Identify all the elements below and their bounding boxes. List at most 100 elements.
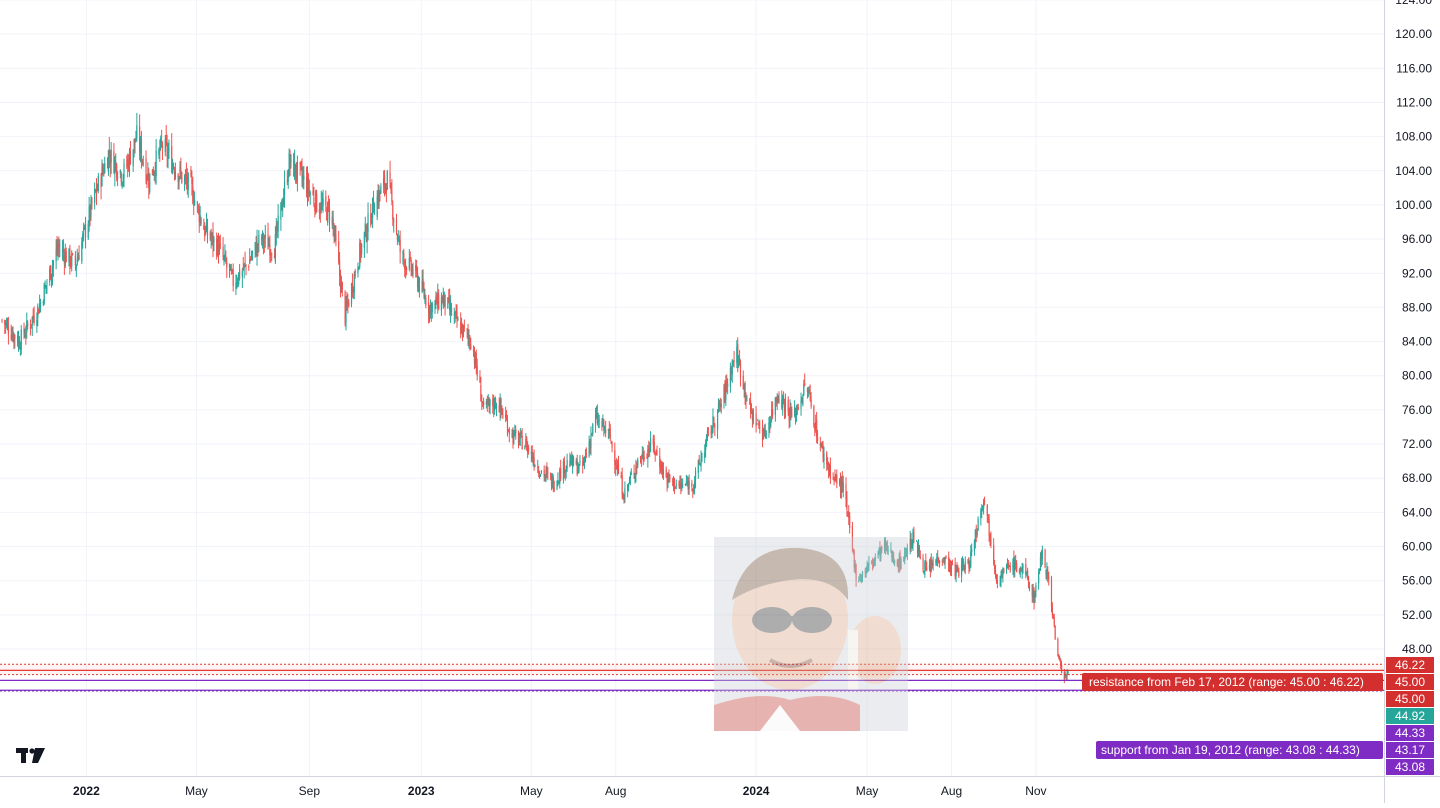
candle-body (765, 431, 767, 440)
candle-body (36, 320, 38, 326)
candle-body (71, 254, 73, 267)
candle-body (865, 568, 867, 574)
candle-body (546, 468, 548, 472)
candle-body (250, 256, 253, 259)
candle-body (167, 153, 169, 159)
candle-body (495, 406, 498, 408)
candle-body (894, 561, 896, 563)
candle-body (913, 531, 915, 541)
candle-body (713, 418, 715, 425)
candle-body (578, 463, 580, 471)
candle-body (878, 548, 880, 554)
candle-body (661, 462, 664, 474)
candle-body (245, 265, 247, 267)
candle-body (963, 567, 965, 572)
candle-body (834, 476, 836, 479)
candle-body (403, 252, 405, 260)
candle-body (886, 542, 888, 551)
candle-body (119, 170, 121, 174)
candle-body (605, 429, 607, 434)
candle-body (422, 278, 424, 289)
candle-body (983, 499, 986, 504)
candle-body (871, 559, 874, 565)
candle-body (376, 196, 378, 217)
candle-body (840, 478, 843, 493)
candle-body (539, 474, 542, 476)
candle-body (232, 269, 234, 287)
candle-body (916, 542, 919, 554)
candle-body (583, 457, 586, 463)
candle-body (860, 577, 863, 579)
candle-body (347, 301, 349, 303)
candle-body (52, 261, 54, 267)
candle-body (341, 281, 343, 290)
candle-body (7, 326, 10, 335)
candle-body (923, 571, 925, 573)
candle-body (846, 498, 848, 510)
svg-text:45.00: 45.00 (1395, 692, 1425, 706)
candle-body (392, 205, 394, 220)
candle-body (637, 459, 639, 466)
candle-body (1025, 564, 1027, 575)
candle-body (448, 297, 450, 300)
candle-body (745, 393, 747, 400)
candle-body (827, 462, 829, 466)
candle-body (467, 331, 469, 336)
candle-body (38, 309, 40, 314)
candle-body (1040, 554, 1042, 561)
candle-body (623, 498, 625, 501)
candle-body (186, 177, 188, 186)
candle-body (282, 207, 284, 209)
candle-body (281, 200, 283, 211)
candle-body (1047, 570, 1049, 578)
candle-body (771, 409, 773, 417)
candle-body (411, 268, 413, 274)
candle-body (699, 463, 701, 465)
candle-body (816, 437, 819, 441)
candle-body (69, 247, 71, 267)
candle-body (595, 413, 598, 415)
candle-body (268, 245, 270, 247)
candle-body (145, 158, 147, 182)
tradingview-logo[interactable] (16, 748, 45, 763)
candle-body (801, 398, 803, 403)
candle-body (283, 197, 285, 204)
candle-body (507, 430, 509, 432)
candle-body (59, 250, 61, 252)
candle-body (974, 530, 976, 543)
candle-body (449, 298, 451, 311)
candle-body (1019, 569, 1021, 573)
candle-body (816, 419, 818, 437)
candle-body (1020, 568, 1022, 572)
time-axis-label: Sep (299, 784, 321, 798)
candle-body (267, 234, 269, 250)
candle-body (460, 321, 462, 335)
candle-body (113, 151, 115, 174)
candle-body (635, 466, 637, 476)
candle-body (444, 294, 446, 307)
candle-body (263, 241, 265, 243)
candle-body (425, 298, 427, 306)
time-axis[interactable]: 2022 May Sep 2023 May Aug 2024 May Aug Nov (0, 776, 1440, 799)
candle-body (210, 238, 212, 240)
candle-body (951, 563, 954, 565)
candle-body (719, 405, 721, 408)
candle-body (17, 338, 20, 345)
candle-body (327, 201, 330, 206)
price-axis-label: 124.00 (1395, 0, 1432, 7)
candle-body (674, 486, 676, 488)
candle-body (926, 567, 928, 570)
price-axis[interactable]: 48.00 52.00 56.00 60.00 64.00 68.00 72.00 76.00… (1384, 0, 1433, 803)
candle-body (423, 288, 425, 298)
candle-body (538, 475, 541, 478)
candle-body (26, 320, 28, 333)
candle-body (867, 563, 869, 569)
candle-body (845, 484, 847, 500)
candle-body (729, 367, 732, 387)
candle-body (684, 483, 687, 486)
candle-body (12, 330, 14, 341)
candle-body (486, 398, 488, 405)
candle-body (256, 240, 258, 256)
